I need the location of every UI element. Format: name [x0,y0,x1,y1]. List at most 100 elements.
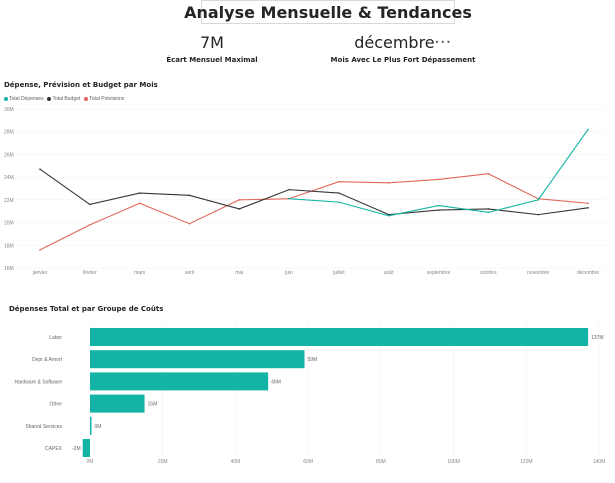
series-budget-point [39,168,41,170]
series-previsions-point [338,180,340,183]
category-label: Other [49,402,62,408]
legend-item-depenses[interactable]: Total Dépenses [4,96,43,102]
y-tick-label: 16M [4,266,14,272]
legend-dot-previsions [84,97,89,101]
series-budget-point [387,213,390,216]
series-budget-point [587,207,589,209]
x-tick-label: 120M [520,459,533,465]
line-chart-title: Dépense, Prévision et Budget par Mois [4,81,158,89]
x-tick-label: janvier [32,270,48,276]
x-tick-label: mars [134,270,146,276]
series-depenses-point [487,211,490,214]
data-label: 137M [591,335,604,341]
series-previsions-point [387,182,390,184]
x-tick-label: 60M [303,459,313,465]
series-previsions-point [39,249,41,251]
kpi-max-variance-value: 7M [200,33,224,52]
legend-dot-budget [47,97,52,101]
series-depenses-point [387,214,390,217]
series-depenses-point [338,201,340,203]
x-tick-label: avril [185,270,194,276]
category-label: Hardware & Software [14,379,62,385]
category-label: Shared Services [25,424,62,430]
y-tick-label: 20M [4,221,14,227]
series-previsions-point [188,222,191,225]
page-title-box: Analyse Mensuelle & Tendances [184,0,472,24]
x-tick-label: juillet [332,270,345,276]
y-tick-label: 24M [4,175,14,181]
series-previsions-point [89,224,91,226]
bar [90,394,145,413]
series-budget-point [138,192,141,194]
category-label: CAPEX [45,446,63,452]
data-label: 49M [271,379,281,385]
y-tick-label: 30M [4,107,14,113]
x-tick-label: 20M [158,459,168,465]
kpi-max-variance: 7M Écart Mensuel Maximal [150,33,274,65]
x-tick-label: août [384,270,394,276]
data-label: 0M [95,424,102,430]
x-tick-label: février [83,270,97,276]
series-previsions-point [487,172,490,175]
series-previsions [39,173,589,251]
x-tick-label: novembre [527,270,549,276]
y-tick-label: 26M [4,152,14,158]
series-depenses-point [437,204,440,207]
category-label: Labor [49,335,62,341]
series-budget-point [437,209,440,211]
x-tick-label: 40M [231,459,241,465]
bar-chart-title: Dépenses Total et par Groupe de Coûts [9,305,164,313]
x-tick-label: octobre [480,270,497,276]
kpi-max-overrun-month-value: décembre [354,33,435,52]
x-tick-label: juin [284,270,293,276]
legend-item-previsions[interactable]: Total Prévisions [84,96,124,102]
legend-label-depenses: Total Dépenses [9,96,44,102]
x-tick-label: 100M [447,459,460,465]
x-tick-label: décembre [577,270,599,276]
x-tick-label: mai [235,270,243,276]
legend-dot-depenses [4,97,8,101]
bar [90,416,92,435]
series-previsions-point [437,178,440,181]
x-tick-label: septembre [427,270,451,276]
bar-chart[interactable]: 0M 20M 40M 60M 80M 100M 120M 140M Labor 137M Depr … [0,313,615,483]
series-budget-point [188,194,191,197]
kpi-max-overrun-month-value-wrap: décembre••• [320,34,486,52]
series-budget-point [487,208,490,210]
y-tick-label: 28M [4,130,14,136]
x-tick-label: 0M [87,459,94,465]
legend-item-budget[interactable]: Total Budget [47,96,80,102]
series-depenses [289,129,589,217]
series-previsions-point [587,202,589,205]
category-label: Depr & Amort [32,357,63,363]
series-previsions-point [238,199,241,201]
legend-label-budget: Total Budget [52,96,81,102]
series-budget-point [288,188,290,191]
bar [90,328,589,346]
series-budget-point [537,213,539,216]
bar [82,439,90,457]
more-options-icon[interactable]: ••• [434,38,452,47]
line-chart[interactable]: 16M 18M 20M 22M 24M 26M 28M 30M janvier février ma… [0,100,615,285]
series-depenses-point [587,128,589,131]
series-depenses-point [537,199,539,201]
y-tick-label: 18M [4,243,14,249]
series-depenses-point [288,197,290,200]
y-tick-label: 22M [4,198,14,204]
line-chart-legend: Total Dépenses Total Budget Total Prévis… [4,96,124,102]
data-label: 59M [308,357,318,363]
kpi-max-variance-label: Écart Mensuel Maximal [166,56,258,64]
series-budget-point [89,203,91,206]
legend-label-previsions: Total Prévisions [89,96,125,102]
series-budget-point [238,208,241,210]
data-label: 15M [148,402,158,408]
kpi-max-overrun-month: décembre••• Mois Avec Le Plus Fort Dépas… [320,34,486,65]
x-tick-label: 80M [376,459,386,465]
page-title: Analyse Mensuelle & Tendances [184,2,472,22]
series-previsions-point [138,202,141,205]
x-tick-label: 140M [593,459,606,465]
data-label: -2M [72,446,81,452]
bar [90,372,269,391]
kpi-max-overrun-month-label: Mois Avec Le Plus Fort Dépassement [330,56,476,64]
series-budget-point [338,192,340,194]
